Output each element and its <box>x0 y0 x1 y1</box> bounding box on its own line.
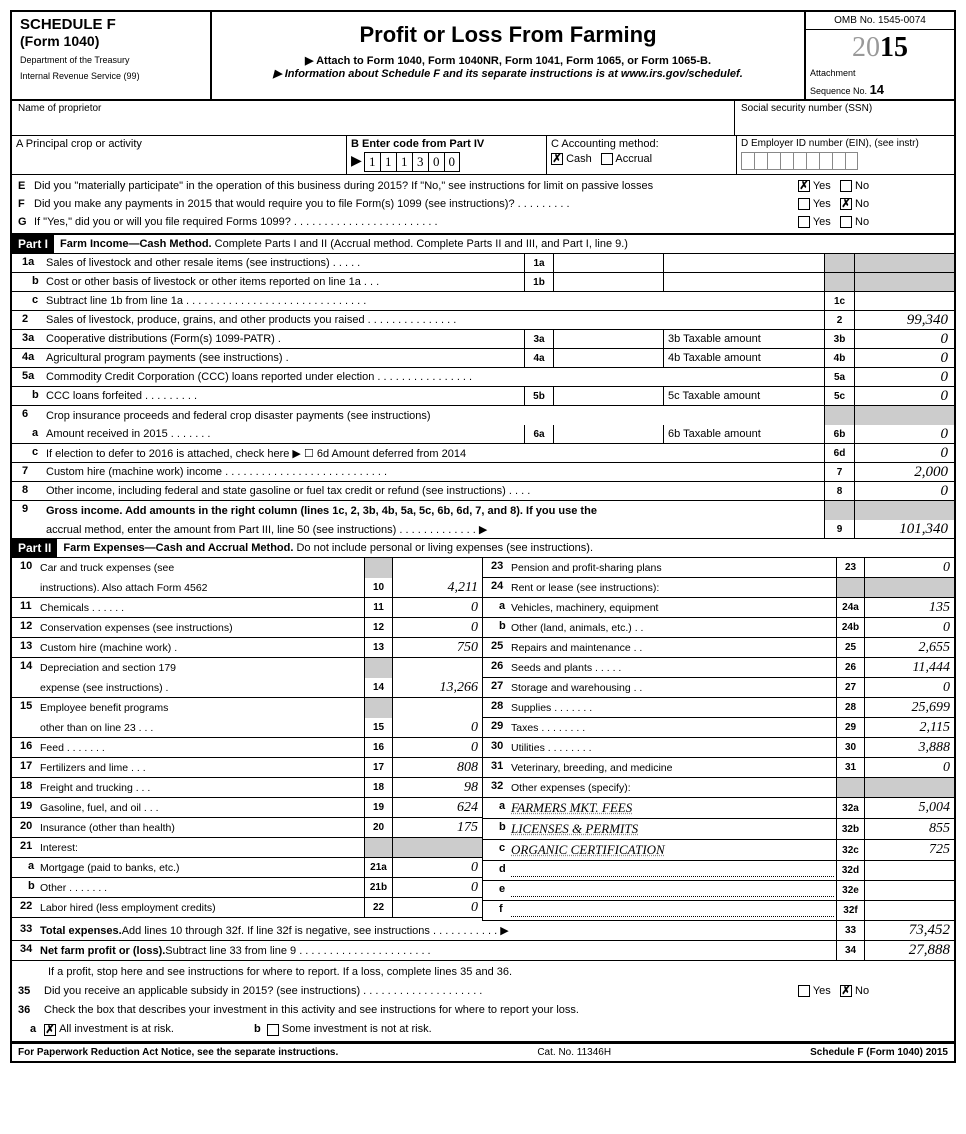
e-no-checkbox[interactable] <box>840 180 852 192</box>
header-right: OMB No. 1545-0074 2015 Attachment Sequen… <box>804 12 954 99</box>
line-f: Did you make any payments in 2015 that w… <box>34 195 798 213</box>
box-b: B Enter code from Part IV ▶ 111300 <box>347 136 547 174</box>
g-no-checkbox[interactable] <box>840 216 852 228</box>
cash-checkbox[interactable]: ✗ <box>551 153 563 165</box>
sequence-label: Sequence No. 14 <box>806 80 954 99</box>
part1-body: 1aSales of livestock and other resale it… <box>12 254 954 539</box>
f-yes-checkbox[interactable] <box>798 198 810 210</box>
footer-left: For Paperwork Reduction Act Notice, see … <box>18 1047 338 1058</box>
abc-row: A Principal crop or activity B Enter cod… <box>12 136 954 175</box>
info-instruction: ▶ Information about Schedule F and its s… <box>216 67 800 80</box>
part2-header: Part II Farm Expenses—Cash and Accrual M… <box>12 539 954 558</box>
part2-body: 10Car and truck expenses (seeinstruction… <box>12 558 954 961</box>
form-label: (Form 1040) <box>20 33 202 49</box>
line-35: Did you receive an applicable subsidy in… <box>44 982 798 1001</box>
footer-mid: Cat. No. 11346H <box>537 1047 611 1058</box>
attachment-label: Attachment <box>806 66 954 80</box>
schedule-f-form: SCHEDULE F (Form 1040) Department of the… <box>10 10 956 1063</box>
line-e: Did you "materially participate" in the … <box>34 177 798 195</box>
attach-instruction: ▶ Attach to Form 1040, Form 1040NR, Form… <box>216 54 800 67</box>
efg-section: EDid you "materially participate" in the… <box>12 175 954 235</box>
dept-label: Department of the Treasury <box>20 55 202 65</box>
ssn-label[interactable]: Social security number (SSN) <box>734 101 954 135</box>
form-header: SCHEDULE F (Form 1040) Department of the… <box>12 12 954 101</box>
code-boxes[interactable]: ▶ 111300 <box>351 152 542 172</box>
omb-number: OMB No. 1545-0074 <box>806 12 954 30</box>
line-g: If "Yes," did you or will you file requi… <box>34 213 798 231</box>
name-row: Name of proprietor Social security numbe… <box>12 101 954 136</box>
part1-header: Part I Farm Income—Cash Method. Complete… <box>12 235 954 254</box>
footer-right: Schedule F (Form 1040) 2015 <box>810 1047 948 1058</box>
box-a[interactable]: A Principal crop or activity <box>12 136 347 174</box>
box-c: C Accounting method: ✗ Cash Accrual <box>547 136 737 174</box>
g-yes-checkbox[interactable] <box>798 216 810 228</box>
l35-no-checkbox[interactable]: ✗ <box>840 985 852 997</box>
e-yes-checkbox[interactable]: ✗ <box>798 180 810 192</box>
header-left: SCHEDULE F (Form 1040) Department of the… <box>12 12 212 99</box>
box-d[interactable]: D Employer ID number (EIN), (see instr) <box>737 136 954 174</box>
schedule-label: SCHEDULE F <box>20 16 202 33</box>
header-center: Profit or Loss From Farming ▶ Attach to … <box>212 12 804 99</box>
profit-note: If a profit, stop here and see instructi… <box>18 963 948 982</box>
l36a-checkbox[interactable]: ✗ <box>44 1024 56 1036</box>
tax-year: 2015 <box>806 30 954 66</box>
f-no-checkbox[interactable]: ✗ <box>840 198 852 210</box>
accrual-checkbox[interactable] <box>601 153 613 165</box>
l35-yes-checkbox[interactable] <box>798 985 810 997</box>
tail-section: If a profit, stop here and see instructi… <box>12 961 954 1042</box>
irs-label: Internal Revenue Service (99) <box>20 71 202 81</box>
name-of-proprietor[interactable]: Name of proprietor <box>12 101 734 135</box>
form-footer: For Paperwork Reduction Act Notice, see … <box>12 1042 954 1061</box>
form-title: Profit or Loss From Farming <box>216 22 800 48</box>
l36b-checkbox[interactable] <box>267 1024 279 1036</box>
line-36: Check the box that describes your invest… <box>44 1001 948 1020</box>
